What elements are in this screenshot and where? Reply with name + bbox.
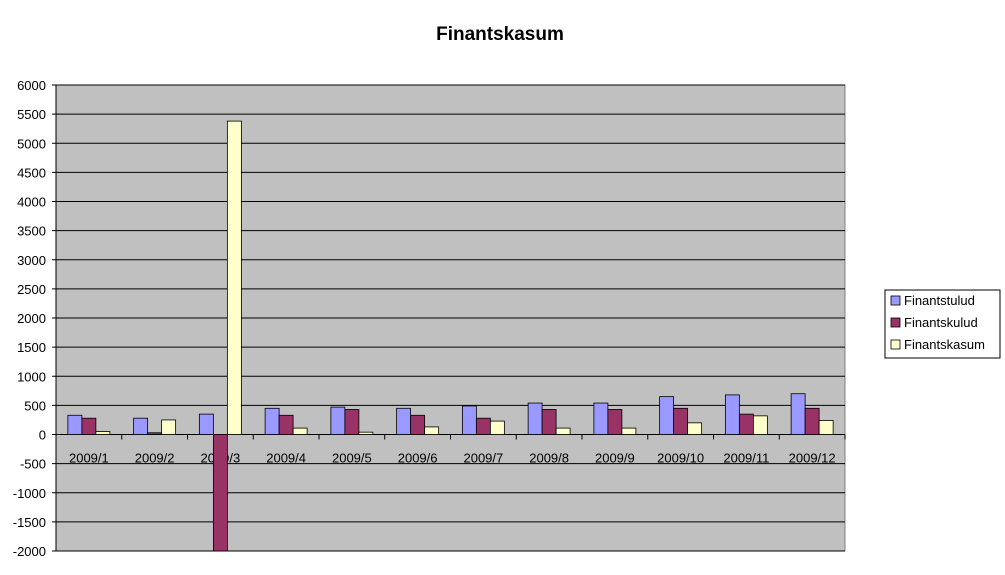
y-tick-label: 2500	[17, 282, 46, 297]
bar	[212, 434, 228, 552]
y-tick-label: 2000	[17, 311, 46, 326]
bar	[475, 417, 491, 435]
bar	[804, 407, 820, 435]
y-tick-label: 5500	[17, 107, 46, 122]
bar	[396, 407, 412, 435]
x-tick-label: 2009/6	[398, 451, 438, 466]
bar	[752, 415, 768, 435]
bar	[527, 402, 543, 435]
y-tick-label: -1500	[13, 515, 46, 530]
x-tick-label: 2009/12	[789, 451, 836, 466]
y-tick-label: 3500	[17, 224, 46, 239]
bar	[95, 431, 111, 435]
y-tick-label: 3000	[17, 253, 46, 268]
x-tick-label: 2009/10	[657, 451, 704, 466]
bar	[790, 393, 806, 435]
bar	[410, 414, 426, 435]
x-tick-label: 2009/5	[332, 451, 372, 466]
y-tick-label: 4000	[17, 195, 46, 210]
bar	[541, 409, 557, 435]
bar	[461, 405, 477, 435]
x-tick-label: 2009/2	[135, 451, 175, 466]
y-tick-label: 0	[39, 428, 46, 443]
bar	[555, 427, 571, 435]
bar	[489, 420, 505, 435]
bar	[659, 396, 675, 435]
x-tick-label: 2009/7	[463, 451, 503, 466]
x-tick-label: 2009/4	[266, 451, 306, 466]
y-tick-label: 1000	[17, 369, 46, 384]
bar	[147, 432, 163, 435]
y-tick-label: -1000	[13, 486, 46, 501]
bar	[724, 394, 740, 435]
bar	[687, 422, 703, 435]
legend: Finantstulud Finantskulud Finantskasum	[884, 289, 1001, 359]
bar	[621, 427, 637, 435]
bar	[278, 414, 294, 435]
x-tick-label: 2009/11	[723, 451, 769, 466]
y-tick-label: 6000	[17, 78, 46, 93]
x-tick-label: 2009/1	[69, 451, 109, 466]
bar	[607, 409, 623, 435]
x-tick-label: 2009/8	[529, 451, 569, 466]
bar	[161, 419, 177, 435]
bar	[593, 402, 609, 435]
bar	[264, 407, 280, 435]
x-tick-label: 2009/9	[595, 451, 635, 466]
y-tick-label: 500	[24, 398, 46, 413]
legend-swatch	[890, 339, 901, 350]
legend-label: Finantskasum	[904, 337, 985, 352]
bar	[81, 417, 97, 435]
bar	[818, 420, 834, 435]
bar	[67, 414, 83, 435]
y-tick-label: -2000	[13, 544, 46, 559]
chart-title: Finantskasum	[436, 24, 564, 45]
legend-label: Finantskulud	[904, 315, 978, 330]
bar	[133, 417, 149, 435]
y-tick-label: 4500	[17, 165, 46, 180]
legend-swatch	[890, 317, 901, 328]
bar	[344, 409, 360, 435]
legend-box	[884, 289, 1001, 359]
y-tick-label: 5000	[17, 136, 46, 151]
bar	[226, 120, 242, 435]
bar	[198, 413, 214, 435]
bar	[330, 406, 346, 435]
bar	[738, 413, 754, 435]
bar	[673, 407, 689, 435]
bar	[424, 426, 440, 435]
y-tick-label: -500	[20, 457, 46, 472]
legend-swatch	[890, 295, 901, 306]
y-tick-label: 1500	[17, 340, 46, 355]
bar	[358, 431, 374, 435]
bar	[292, 427, 308, 435]
legend-label: Finantstulud	[904, 293, 975, 308]
